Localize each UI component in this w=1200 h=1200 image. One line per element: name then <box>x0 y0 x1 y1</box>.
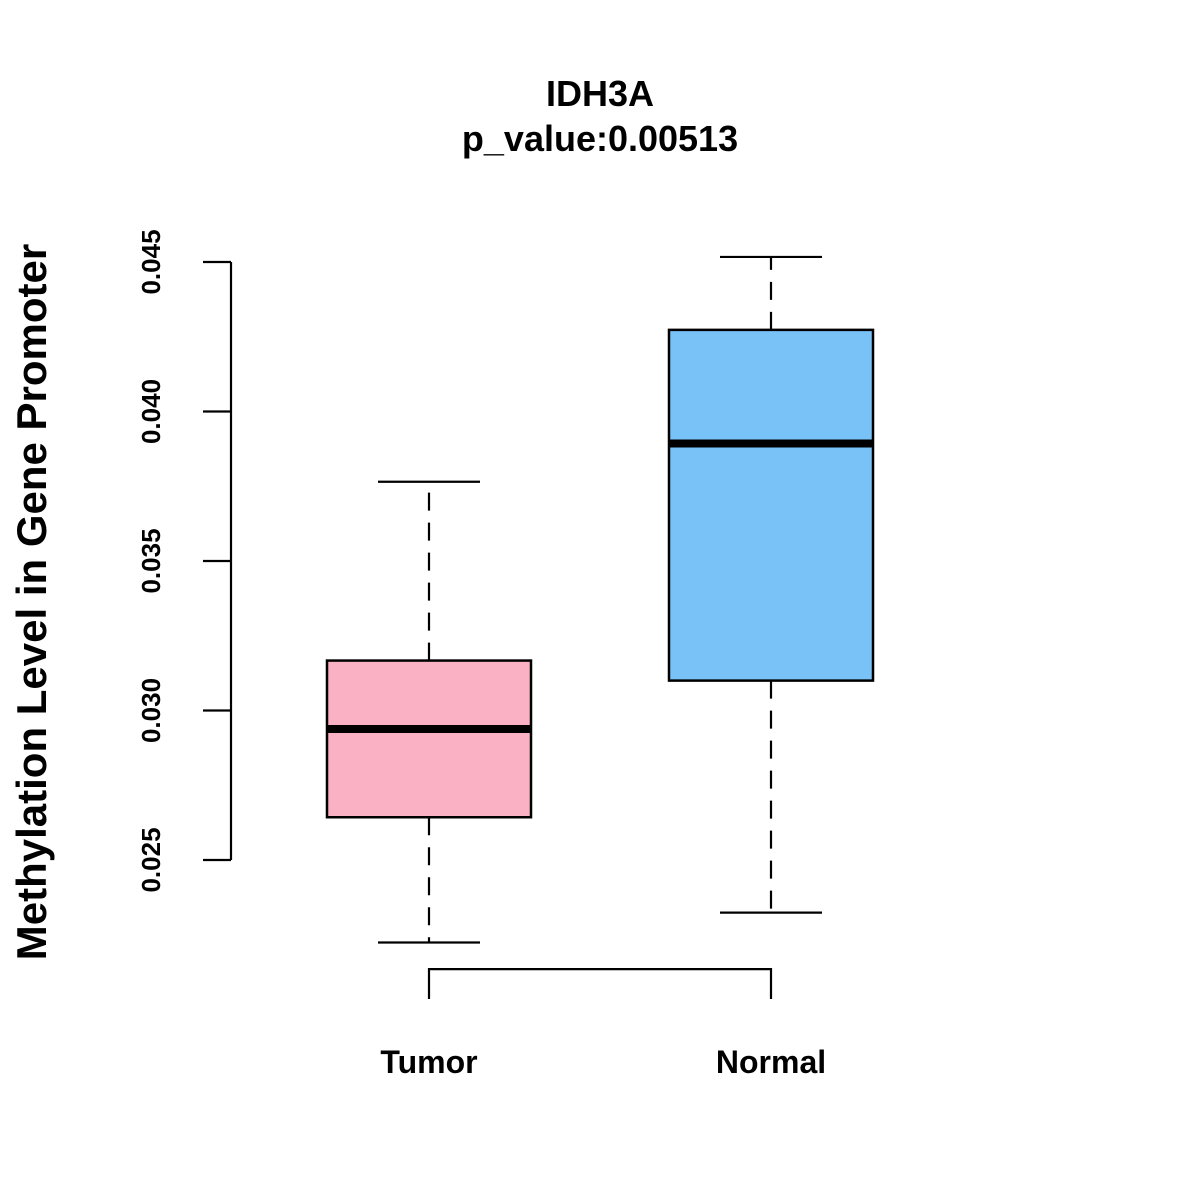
y-axis-title: Methylation Level in Gene Promoter <box>8 244 55 960</box>
plot-area: 0.025 0.030 0.035 0.040 0.045 Tumor Normal <box>136 229 875 1080</box>
x-category-label-normal: Normal <box>716 1044 826 1080</box>
y-tick-label: 0.035 <box>136 528 166 593</box>
x-category-label-tumor: Tumor <box>380 1044 477 1080</box>
y-tick-label: 0.045 <box>136 229 166 294</box>
comparison-bracket <box>427 968 773 1000</box>
y-tick-label: 0.025 <box>136 827 166 892</box>
chart-title: IDH3A <box>546 73 654 114</box>
tumor-box <box>325 659 533 819</box>
y-tick-label: 0.030 <box>136 678 166 743</box>
chart-subtitle: p_value:0.00513 <box>462 118 738 159</box>
y-tick-label: 0.040 <box>136 379 166 444</box>
normal-box <box>667 328 875 682</box>
